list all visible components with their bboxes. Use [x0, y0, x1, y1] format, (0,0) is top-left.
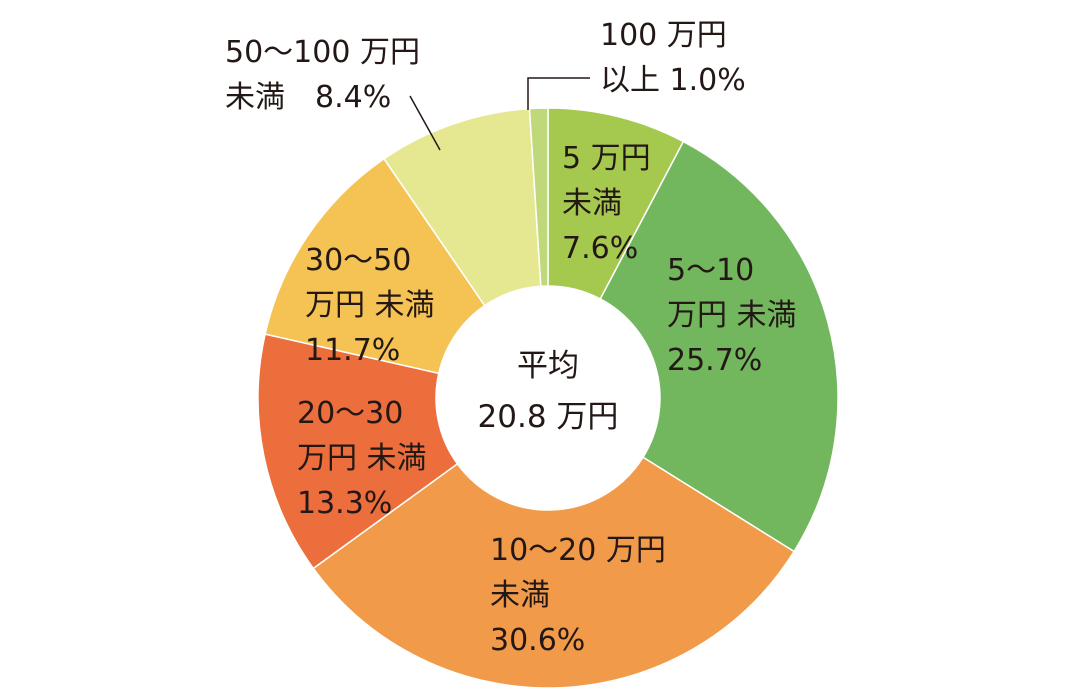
slice-label-1-line-0: 5〜10: [667, 253, 754, 288]
slice-label-2-line-0: 10〜20 万円: [490, 533, 666, 568]
slice-label-6: 100 万円以上 1.0%: [600, 18, 746, 98]
slice-label-6-line-0: 100 万円: [600, 18, 727, 53]
slice-label-5-line-0: 50〜100 万円: [225, 35, 420, 70]
slice-label-6-line-1: 以上 1.0%: [600, 63, 746, 98]
slice-label-1-line-2: 25.7%: [667, 343, 762, 378]
slice-3: [257, 333, 459, 570]
leader-line-5: [409, 95, 441, 151]
slice-2: [312, 456, 796, 689]
donut-slices: [257, 107, 839, 689]
slice-1: [599, 140, 839, 553]
slice-4: [264, 157, 486, 375]
slice-label-5: 50〜100 万円未満 8.4%: [225, 35, 420, 115]
slice-label-2-line-2: 30.6%: [490, 623, 585, 658]
slice-label-5-line-1: 未満 8.4%: [225, 80, 391, 115]
slice-label-4-line-1: 万円 未満: [305, 288, 435, 323]
center-label-line1: 平均: [517, 348, 579, 384]
slice-label-0-line-2: 7.6%: [562, 231, 638, 266]
slice-label-2: 10〜20 万円未満 30.6%: [490, 533, 666, 658]
slice-label-4-line-2: 11.7%: [305, 333, 400, 368]
leader-lines: [409, 77, 590, 151]
slice-label-3: 20〜30 万円 未満 13.3%: [297, 396, 427, 521]
leader-line-6: [527, 77, 590, 110]
slice-label-4-line-0: 30〜50: [305, 243, 411, 278]
slice-label-0-line-1: 未満: [562, 186, 622, 221]
slice-6: [528, 107, 549, 288]
slice-label-1-line-1: 万円 未満: [667, 298, 797, 333]
slice-labels: 5 万円未満 7.6%5〜10 万円 未満 25.7%10〜20 万円未満 30.6%2…: [225, 18, 797, 658]
center-label-line2: 20.8 万円: [478, 399, 619, 435]
slice-label-1: 5〜10 万円 未満 25.7%: [667, 253, 797, 378]
slice-label-3-line-1: 万円 未満: [297, 441, 427, 476]
slice-label-0-line-0: 5 万円: [562, 141, 651, 176]
slice-label-4: 30〜50 万円 未満 11.7%: [305, 243, 435, 368]
slice-label-0: 5 万円未満 7.6%: [562, 141, 651, 266]
slice-label-3-line-2: 13.3%: [297, 486, 392, 521]
center-label: 平均 20.8 万円: [478, 348, 619, 435]
slice-label-2-line-1: 未満: [490, 578, 550, 613]
slice-label-3-line-0: 20〜30: [297, 396, 403, 431]
